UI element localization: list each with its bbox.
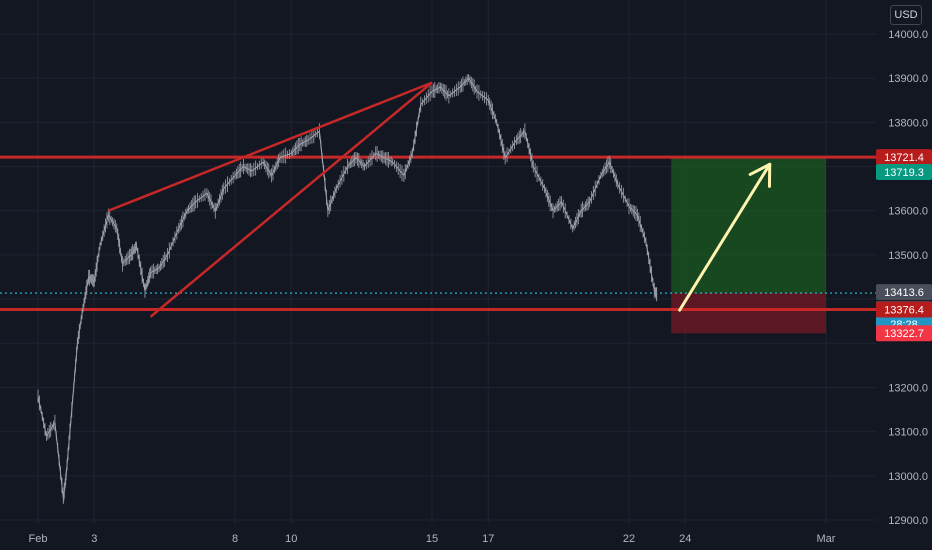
price-tags: 13721.413719.313413.613408.828:2813376.4… (876, 149, 932, 342)
price-tick-label: 13600.0 (888, 206, 928, 218)
price-tag (876, 284, 932, 301)
time-tick-label: 24 (679, 533, 691, 545)
loss-zone[interactable] (671, 293, 826, 334)
time-tick-label: Feb (29, 533, 48, 545)
time-tick-label: 15 (426, 533, 438, 545)
price-tick-label: 13200.0 (888, 382, 928, 394)
trend-line[interactable] (107, 81, 433, 212)
trend-lines[interactable] (107, 81, 433, 318)
price-tag (876, 164, 932, 181)
long-position-box[interactable] (671, 158, 826, 334)
price-tag (876, 301, 932, 318)
price-tag-label: 13719.3 (884, 167, 924, 179)
price-tag-label: 13721.4 (884, 152, 924, 164)
price-tick-label: 13100.0 (888, 427, 928, 439)
price-axis[interactable]: 14000.0 13900.0 13800.0 13600.0 13500.0 13200… (876, 0, 932, 550)
trend-line[interactable] (149, 81, 433, 318)
price-tick-label: 13800.0 (888, 117, 928, 129)
time-tick-label: Mar (817, 533, 836, 545)
price-tick-label: 13000.0 (888, 471, 928, 483)
price-tag (876, 149, 932, 166)
price-axis-background (876, 0, 932, 550)
time-tick-label: 3 (91, 533, 97, 545)
arrow-head[interactable] (748, 162, 772, 176)
projection-arrow[interactable] (678, 162, 772, 312)
time-tick-label: 22 (623, 533, 635, 545)
currency-button[interactable]: USD (890, 5, 922, 25)
price-tick-label: 13500.0 (888, 250, 928, 262)
arrow-shaft[interactable] (678, 162, 772, 312)
time-tick-label: 17 (482, 533, 494, 545)
price-tag (876, 325, 932, 342)
price-tick-label: 14000.0 (888, 29, 928, 41)
time-axis[interactable]: Feb 3 8 10 15 17 22 24 Mar (0, 524, 932, 550)
horizontal-levels[interactable] (0, 155, 876, 312)
price-series (37, 74, 658, 505)
time-axis-background (0, 524, 932, 550)
price-tick-label: 13900.0 (888, 73, 928, 85)
price-tag-label: 13376.4 (884, 305, 924, 317)
price-tag-label: 13322.7 (884, 328, 924, 340)
time-tick-label: 8 (232, 533, 238, 545)
time-tick-label: 10 (285, 533, 297, 545)
price-tag-label: 13413.6 (884, 287, 924, 299)
profit-zone[interactable] (671, 158, 826, 294)
